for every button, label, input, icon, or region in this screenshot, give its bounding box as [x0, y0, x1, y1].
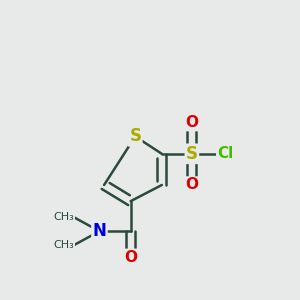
- Text: O: O: [185, 115, 198, 130]
- Text: S: S: [129, 128, 141, 146]
- Text: CH₃: CH₃: [53, 212, 74, 222]
- Text: CH₃: CH₃: [53, 240, 74, 250]
- Text: O: O: [124, 250, 137, 265]
- Text: S: S: [186, 145, 198, 163]
- Text: N: N: [92, 222, 106, 240]
- Text: O: O: [185, 178, 198, 193]
- Text: Cl: Cl: [217, 146, 233, 161]
